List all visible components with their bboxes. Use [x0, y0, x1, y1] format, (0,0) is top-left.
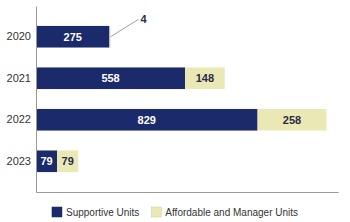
legend-label: Supportive Units	[66, 207, 139, 218]
bar	[258, 109, 327, 131]
data-label: 275	[64, 31, 82, 43]
data-label: 4	[141, 13, 148, 25]
bars	[36, 26, 327, 172]
x-axis-line	[37, 192, 339, 193]
data-label: 79	[40, 155, 52, 167]
y-tick-label: 2021	[7, 72, 31, 84]
legend-item: Supportive Units	[52, 207, 139, 218]
bar	[36, 150, 57, 172]
bar	[36, 67, 185, 89]
bar	[185, 67, 225, 89]
data-label: 79	[62, 155, 74, 167]
y-tick: 2021	[7, 72, 36, 84]
legend-label: Affordable and Manager Units	[165, 207, 298, 218]
y-axis: 2020 2021 2022 2023	[7, 7, 37, 193]
data-label: 258	[283, 114, 301, 126]
bar	[36, 26, 109, 48]
bar	[109, 26, 110, 48]
y-tick-label: 2023	[7, 155, 31, 167]
bar	[36, 109, 258, 131]
legend-swatch	[151, 207, 161, 217]
legend: Supportive Units Affordable and Manager U…	[52, 207, 298, 218]
y-axis-line	[36, 7, 37, 193]
legend-swatch	[52, 207, 62, 217]
data-labels: 275 558 829 79 4 148 258 79	[40, 13, 301, 167]
y-tick: 2023	[7, 155, 36, 167]
data-label: 558	[101, 72, 119, 84]
data-label: 829	[138, 114, 156, 126]
chart: 2020 2021 2022 2023 275 558 829 79 4 148 258 79 Supp…	[0, 0, 350, 222]
legend-item: Affordable and Manager Units	[151, 207, 298, 218]
y-tick: 2022	[7, 113, 36, 125]
leader-line	[111, 19, 139, 36]
y-tick-label: 2022	[7, 113, 31, 125]
y-tick: 2020	[7, 30, 36, 42]
bar	[57, 150, 78, 172]
y-tick-label: 2020	[7, 30, 31, 42]
x-axis	[37, 192, 339, 193]
data-label: 148	[196, 72, 214, 84]
